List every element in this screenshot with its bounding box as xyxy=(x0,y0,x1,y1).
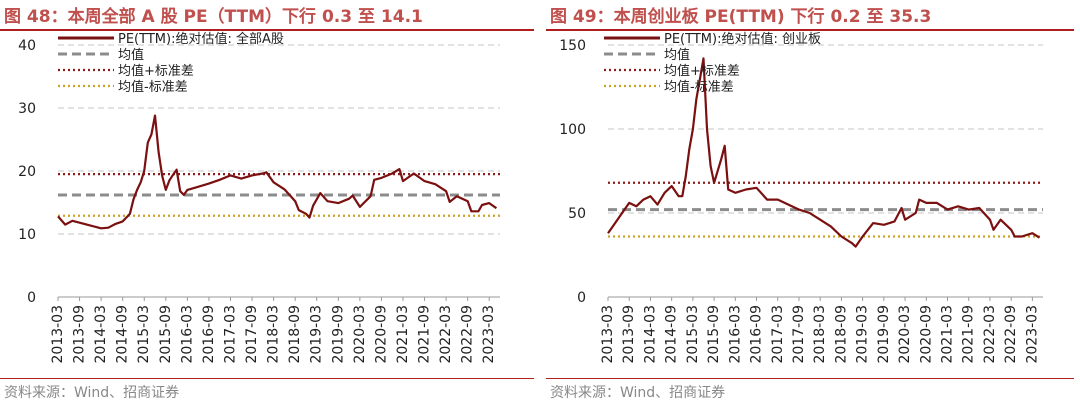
x-tick-label: 2014-03 xyxy=(93,305,109,364)
pe-series-line xyxy=(607,57,1041,248)
y-tick-label: 50 xyxy=(568,206,586,222)
pe-series-line xyxy=(57,114,498,230)
x-tick-label: 2018-09 xyxy=(287,305,303,364)
x-tick-label: 2013-09 xyxy=(72,305,88,364)
x-tick-label: 2014-03 xyxy=(642,305,658,364)
legend-label: 均值 xyxy=(664,47,690,63)
x-tick-label: 2018-03 xyxy=(812,305,828,364)
x-tick-label: 2017-09 xyxy=(244,305,260,364)
chart-panel-chinext: 图 49：本周创业板 PE(TTM) 下行 0.2 至 35.3 0 50 100 1… xyxy=(546,0,1080,408)
x-tick-label: 2020-09 xyxy=(373,305,389,364)
x-tick-label: 2016-09 xyxy=(749,305,765,364)
legend-label: 均值-标准差 xyxy=(118,79,188,95)
title-rule xyxy=(0,29,534,31)
x-tick-label: 2016-03 xyxy=(727,305,743,364)
legend-label: 均值 xyxy=(118,47,144,63)
y-tick-label: 10 xyxy=(18,227,36,243)
chart-title: 图 48：本周全部 A 股 PE（TTM）下行 0.3 至 14.1 xyxy=(4,7,423,27)
x-tick-label: 2021-03 xyxy=(940,305,956,364)
title-rule xyxy=(546,29,1074,31)
x-tick-label: 2023-03 xyxy=(1024,305,1040,364)
x-tick-label: 2020-03 xyxy=(897,305,913,364)
legend-label: 均值+标准差 xyxy=(118,63,194,79)
x-tick-label: 2022-09 xyxy=(1003,305,1019,364)
x-tick-label: 2022-09 xyxy=(460,305,476,364)
x-tick-label: 2017-03 xyxy=(770,305,786,364)
source-note: 资料来源：Wind、招商证券 xyxy=(550,385,726,401)
x-tick-label: 2019-03 xyxy=(855,305,871,364)
x-tick-label: 2021-03 xyxy=(395,305,411,364)
chart-panel-all-a-shares: 图 48：本周全部 A 股 PE（TTM）下行 0.3 至 14.1 0 10 20… xyxy=(0,7,534,401)
source-rule xyxy=(0,378,534,379)
x-tick-label: 2021-09 xyxy=(417,305,433,364)
y-tick-label: 20 xyxy=(18,164,36,180)
y-tick-label: 100 xyxy=(559,122,586,138)
y-tick-label: 0 xyxy=(577,290,586,306)
legend-label: PE(TTM):绝对估值: 全部A股 xyxy=(118,31,284,47)
x-tick-label: 2018-03 xyxy=(266,305,282,364)
x-tick-label: 2014-09 xyxy=(115,305,131,364)
x-tick-label: 2017-09 xyxy=(791,305,807,364)
y-tick-label: 40 xyxy=(18,38,36,54)
y-tick-label: 30 xyxy=(18,101,36,117)
x-tick-label: 2022-03 xyxy=(982,305,998,364)
source-rule xyxy=(546,378,1074,379)
x-tick-label: 2020-03 xyxy=(352,305,368,364)
x-tick-label: 2022-03 xyxy=(438,305,454,364)
x-tick-label: 2016-03 xyxy=(179,305,195,364)
x-tick-label: 2014-09 xyxy=(664,305,680,364)
y-tick-label: 150 xyxy=(559,38,586,54)
chart-svg-all-a-shares: 0 10 20 30 40 2013-03 2013-09 2014-03 2014-09 201… xyxy=(18,31,500,364)
x-tick-label: 2019-03 xyxy=(309,305,325,364)
x-tick-label: 2016-09 xyxy=(201,305,217,364)
legend-label: 均值+标准差 xyxy=(664,63,740,79)
x-tick-label: 2015-03 xyxy=(136,305,152,364)
x-tick-label: 2019-09 xyxy=(876,305,892,364)
source-note: 资料来源：Wind、招商证券 xyxy=(4,385,180,401)
x-tick-label: 2013-03 xyxy=(600,305,616,364)
x-tick-label: 2015-09 xyxy=(158,305,174,364)
x-tick-label: 2017-03 xyxy=(222,305,238,364)
chart-svg-chinext: 0 50 100 150 2013-03 2013-09 2014-03 2014-09 201… xyxy=(559,31,1043,364)
chart-title: 图 49：本周创业板 PE(TTM) 下行 0.2 至 35.3 xyxy=(550,7,932,27)
x-tick-label: 2013-03 xyxy=(50,305,66,364)
legend-label: 均值-标准差 xyxy=(664,79,734,95)
x-tick-label: 2015-09 xyxy=(706,305,722,364)
x-tick-label: 2020-09 xyxy=(918,305,934,364)
x-tick-label: 2018-09 xyxy=(833,305,849,364)
x-tick-label: 2023-03 xyxy=(481,305,497,364)
y-tick-label: 0 xyxy=(27,290,36,306)
x-tick-label: 2015-03 xyxy=(685,305,701,364)
legend-label: PE(TTM):绝对估值: 创业板 xyxy=(664,31,821,47)
x-tick-label: 2021-09 xyxy=(961,305,977,364)
x-tick-label: 2019-09 xyxy=(330,305,346,364)
x-tick-label: 2013-09 xyxy=(621,305,637,364)
